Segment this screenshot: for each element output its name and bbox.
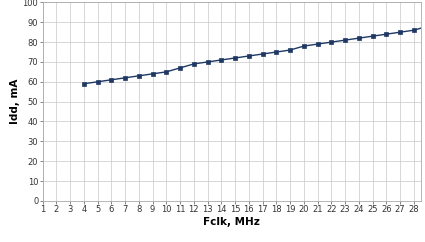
X-axis label: Fclk, MHz: Fclk, MHz — [203, 217, 260, 227]
Y-axis label: Idd, mA: Idd, mA — [10, 79, 20, 124]
